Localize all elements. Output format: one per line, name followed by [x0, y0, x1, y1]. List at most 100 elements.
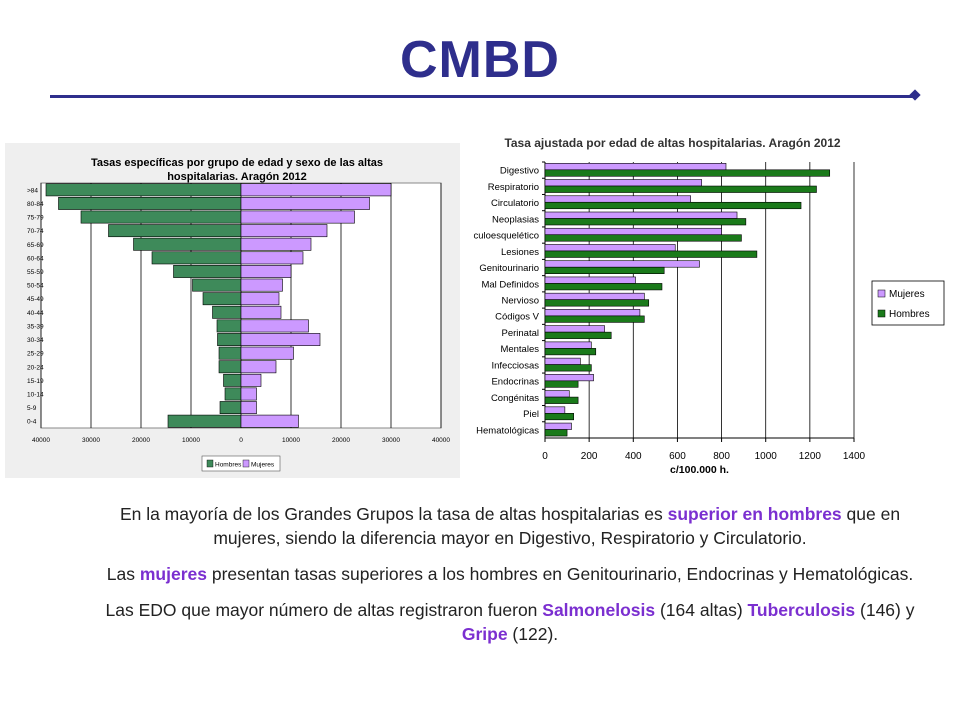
pyramid-age-label: 40-44: [27, 310, 44, 317]
bar-category-label: Mentales: [500, 344, 539, 355]
pyramid-bar-mujeres: [240, 210, 355, 224]
bar-category-label: Nervioso: [502, 296, 540, 307]
bar-hombres: [544, 201, 802, 210]
pyramid-x-tick-label: 0: [239, 437, 243, 444]
pyramid-title-line-1: Tasas específicas por grupo de edad y se…: [91, 157, 383, 169]
bar-hombres: [544, 331, 612, 339]
bar-x-tick-label: 200: [581, 451, 598, 462]
highlight-run: mujeres: [139, 564, 207, 584]
pyramid-x-tick-label: 20000: [332, 437, 350, 444]
pyramid-age-label: 45-49: [27, 296, 44, 303]
pyramid-bar-hombres: [223, 373, 242, 387]
pyramid-bar-mujeres: [240, 333, 321, 346]
diagnosis-bar-chart-svg: 0 200 400 600 800 1000 1200 1400 c/100.000 h. Dig…: [474, 161, 945, 476]
bar-category-label: Endocrinas: [491, 377, 539, 388]
title-underline: [50, 95, 916, 98]
pyramid-bar-hombres: [108, 224, 242, 238]
pyramid-bar-hombres: [217, 333, 242, 346]
bar-category-label: Códigos V: [495, 312, 539, 323]
pyramid-bar-hombres: [192, 278, 242, 292]
pyramid-age-label: 65-69: [27, 242, 44, 249]
pyramid-age-label: 60-64: [27, 255, 44, 262]
pyramid-bar-hombres: [202, 292, 242, 306]
bar-hombres: [544, 348, 597, 356]
pyramid-bar-mujeres: [240, 183, 392, 197]
pyramid-age-label: 75-79: [27, 215, 44, 222]
text-run: (122).: [507, 624, 559, 644]
bar-hombres: [544, 250, 758, 258]
text-run: que en mujeres, siendo la diferencia may…: [213, 504, 901, 548]
pyramid-age-label: 20-24: [27, 364, 44, 371]
pyramid-title-line-2: hospitalarias. Aragón 2012: [167, 171, 307, 183]
pyramid-legend: [201, 455, 281, 472]
bar-mujeres: [544, 244, 676, 252]
bar-hombres: [544, 234, 742, 242]
bar-mujeres: [544, 195, 691, 203]
legend-label-mujeres: Mujeres: [889, 289, 925, 300]
bar-category-label: Neoplasias: [492, 214, 539, 225]
bar-mujeres: [544, 211, 738, 219]
bar-hombres: [544, 266, 665, 274]
text-run: En la mayoría de los Grandes Grupos la t…: [119, 504, 668, 524]
bar-mujeres: [544, 260, 700, 268]
bar-hombres: [544, 396, 579, 404]
pyramid-bar-mujeres: [240, 265, 292, 278]
pyramid-bar-hombres: [212, 305, 242, 319]
bar-category-label: Piel: [523, 409, 539, 420]
bar-category-label: culoesquelético: [474, 231, 540, 242]
bar-category-label: Hematológicas: [476, 425, 539, 436]
legend-swatch-hombres: [877, 309, 886, 318]
pyramid-bar-hombres: [219, 401, 242, 415]
pyramid-bar-hombres: [218, 360, 242, 374]
pyramid-age-label: 10-14: [27, 391, 44, 398]
pyramid-age-label: >84: [27, 187, 38, 194]
pyramid-bar-hombres: [224, 387, 242, 401]
pyramid-age-label: 70-74: [27, 228, 44, 235]
pyramid-bar-hombres: [45, 183, 242, 197]
text-run: presentan tasas superiores a los hombres…: [206, 564, 914, 584]
bar-category-label: Congénitas: [491, 393, 539, 404]
text-run: Las: [106, 564, 140, 584]
text-run: (146) y: [855, 600, 915, 620]
pyramid-bar-mujeres: [240, 251, 304, 265]
bar-hombres: [544, 364, 592, 372]
legend-swatch-mujeres: [242, 459, 250, 468]
pyramid-x-tick-label: 40000: [32, 437, 50, 444]
bar-x-tick-label: 400: [625, 451, 642, 462]
pyramid-bar-mujeres: [240, 414, 299, 428]
pyramid-age-label: 25-29: [27, 351, 44, 358]
bar-mujeres: [544, 374, 594, 382]
pyramid-bar-hombres: [151, 251, 242, 265]
pyramid-bar-mujeres: [240, 278, 283, 292]
bar-x-tick-label: 0: [542, 451, 548, 462]
pyramid-bar-mujeres: [240, 319, 309, 333]
pyramid-bar-hombres: [218, 346, 242, 360]
pyramid-age-label: 80-84: [27, 201, 44, 208]
text-run: (164 altas): [655, 600, 748, 620]
bar-category-label: Circulatorio: [491, 198, 539, 209]
pyramid-age-label: 0-4: [27, 419, 37, 426]
bar-hombres: [544, 429, 568, 437]
bar-mujeres: [544, 162, 727, 171]
pyramid-bar-hombres: [80, 210, 242, 224]
text-run: Las EDO que mayor número de altas regist…: [105, 600, 543, 620]
pyramid-x-tick-label: 10000: [282, 437, 300, 444]
summary-paragraph-1: En la mayoría de los Grandes Grupos la t…: [100, 502, 920, 550]
bar-mujeres: [544, 309, 641, 317]
bar-mujeres: [544, 292, 645, 300]
summary-text: En la mayoría de los Grandes Grupos la t…: [100, 502, 920, 658]
bar-x-tick-label: 600: [669, 451, 686, 462]
bar-category-label: Lesiones: [501, 247, 539, 258]
legend-label-hombres: Hombres: [215, 462, 242, 469]
highlight-run: Salmonelosis: [542, 600, 656, 620]
bar-mujeres: [544, 390, 570, 398]
pyramid-bar-hombres: [133, 237, 242, 251]
pyramid-bar-hombres: [58, 196, 242, 210]
pyramid-age-label: 35-39: [27, 323, 44, 330]
bar-hombres: [544, 218, 747, 226]
pyramid-bar-mujeres: [240, 196, 370, 210]
pyramid-bar-mujeres: [240, 224, 328, 238]
bar-x-tick-label: 1200: [799, 451, 822, 462]
pyramid-bar-hombres: [216, 319, 242, 333]
bar-chart-title: Tasa ajustada por edad de altas hospital…: [504, 136, 841, 150]
